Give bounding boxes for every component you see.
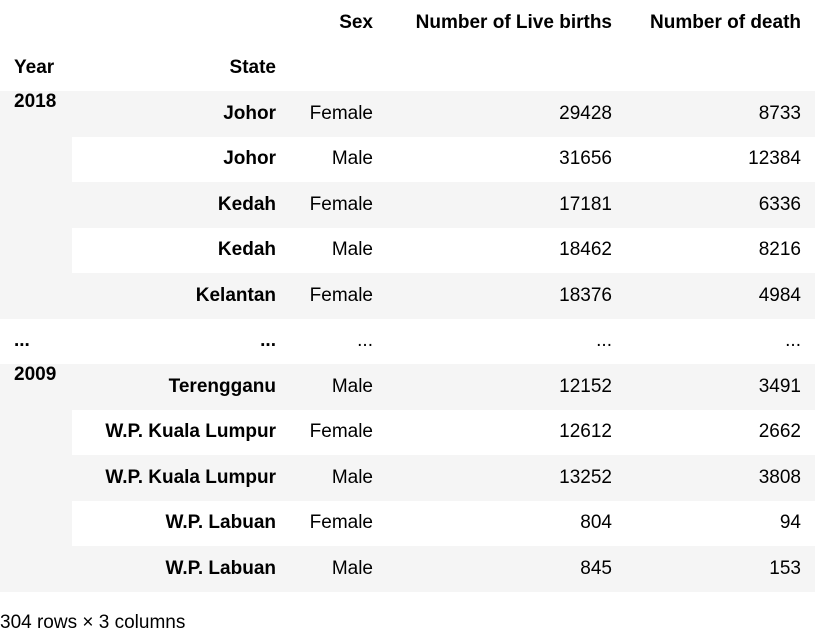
index-state-cell: ... [260, 330, 276, 352]
table-row: ............... [0, 319, 815, 365]
table-row: W.P. Kuala Lumpur Male 13252 3808 [0, 455, 815, 501]
births-cell: 31656 [559, 148, 612, 170]
sex-cell: Female [290, 182, 387, 228]
index-name-state: State [229, 57, 276, 79]
births-cell: 18462 [559, 239, 612, 261]
dataframe-output: Sex Number of Live births Number of deat… [0, 0, 815, 633]
table-row: 2009 Terengganu Male 12152 3491 [0, 364, 815, 592]
index-state-cell: W.P. Kuala Lumpur [72, 455, 290, 501]
table-row: Johor Male 31656 12384 [0, 137, 815, 183]
births-cell: ... [596, 330, 612, 352]
index-name-blank [387, 46, 626, 92]
table-row: Kedah Male 18462 8216 [0, 228, 815, 274]
sex-cell: Male [331, 148, 373, 170]
index-year-cell: 2009 [0, 364, 72, 592]
death-cell: ... [785, 330, 801, 352]
death-cell: 12384 [748, 148, 801, 170]
index-name-year: Year [14, 57, 55, 79]
index-state-cell: Kelantan [72, 273, 290, 319]
dataframe-table: Sex Number of Live births Number of deat… [0, 0, 815, 592]
index-state-cell: W.P. Kuala Lumpur [105, 421, 276, 443]
index-names-row: Year State [0, 46, 815, 92]
death-cell: 2662 [758, 421, 801, 443]
index-state-cell: W.P. Labuan [165, 512, 276, 534]
header-blank-state [72, 0, 290, 46]
death-cell: 153 [626, 546, 815, 592]
table-header: Sex Number of Live births Number of deat… [0, 0, 815, 91]
births-cell: 18376 [387, 273, 626, 319]
sex-cell: Female [309, 512, 373, 534]
table-row: Kedah Female 17181 6336 [0, 182, 815, 228]
column-header-births: Number of Live births [415, 11, 612, 33]
sex-cell: Female [309, 421, 373, 443]
death-cell: 8733 [626, 91, 815, 137]
sex-cell: Male [290, 546, 387, 592]
table-body: 2018 Johor Female 29428 8733 Johor Male 31656 12… [0, 91, 815, 592]
index-state-cell: Terengganu [72, 364, 290, 410]
sex-cell: Female [290, 273, 387, 319]
births-cell: 12612 [559, 421, 612, 443]
sex-cell: Male [290, 455, 387, 501]
row-count-summary: 304 rows × 3 columns [0, 612, 186, 633]
index-state-cell: Johor [72, 91, 290, 137]
sex-cell: ... [357, 330, 373, 352]
births-cell: 29428 [387, 91, 626, 137]
births-cell: 845 [387, 546, 626, 592]
table-row: W.P. Kuala Lumpur Female 12612 2662 [0, 410, 815, 456]
column-header-sex: Sex [339, 11, 373, 33]
death-cell: 8216 [758, 239, 801, 261]
index-year-cell: 2018 [0, 91, 72, 319]
death-cell: 94 [779, 512, 801, 534]
header-blank-year [0, 0, 72, 46]
index-name-blank [626, 46, 815, 92]
index-state-cell: W.P. Labuan [72, 546, 290, 592]
births-cell: 17181 [387, 182, 626, 228]
table-row: W.P. Labuan Male 845 153 [0, 546, 815, 592]
table-row: 2018 Johor Female 29428 8733 [0, 91, 815, 319]
sex-cell: Male [331, 239, 373, 261]
death-cell: 4984 [626, 273, 815, 319]
table-row: Kelantan Female 18376 4984 [0, 273, 815, 319]
births-cell: 12152 [387, 364, 626, 410]
sex-cell: Female [290, 91, 387, 137]
index-year-cell: ... [14, 330, 30, 352]
births-cell: 804 [580, 512, 612, 534]
index-name-blank [290, 46, 387, 92]
index-state-cell: Kedah [217, 239, 276, 261]
death-cell: 3491 [626, 364, 815, 410]
column-header-row: Sex Number of Live births Number of deat… [0, 0, 815, 46]
index-state-cell: Johor [223, 148, 276, 170]
death-cell: 3808 [626, 455, 815, 501]
table-row: W.P. Labuan Female 804 94 [0, 501, 815, 547]
index-state-cell: Kedah [72, 182, 290, 228]
sex-cell: Male [290, 364, 387, 410]
column-header-death: Number of death [650, 11, 801, 33]
death-cell: 6336 [626, 182, 815, 228]
births-cell: 13252 [387, 455, 626, 501]
